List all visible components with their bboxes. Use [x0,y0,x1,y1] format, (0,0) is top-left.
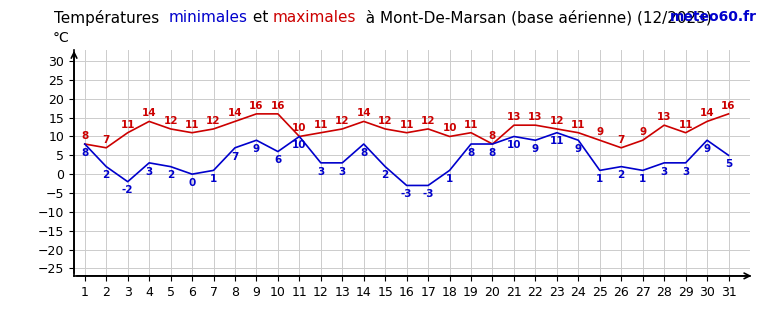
Text: 11: 11 [464,120,478,130]
Text: 10: 10 [442,124,457,133]
Text: 1: 1 [210,174,217,184]
Text: 1: 1 [596,174,604,184]
Text: 2: 2 [617,170,625,180]
Text: 8: 8 [81,148,89,158]
Text: 8: 8 [489,148,496,158]
Text: 12: 12 [549,116,564,126]
Text: 8: 8 [489,131,496,141]
Text: Températures: Températures [54,10,168,26]
Text: 7: 7 [617,135,625,145]
Text: 1: 1 [446,174,453,184]
Text: -2: -2 [122,186,133,196]
Text: 14: 14 [142,108,157,118]
Text: 11: 11 [679,120,693,130]
Text: 13: 13 [528,112,542,122]
Text: 7: 7 [103,135,110,145]
Text: 14: 14 [700,108,715,118]
Text: 9: 9 [704,144,711,154]
Text: 16: 16 [721,101,736,111]
Text: 10: 10 [506,140,521,150]
Text: 11: 11 [185,120,200,130]
Text: 2: 2 [167,170,174,180]
Text: 11: 11 [549,137,564,147]
Text: 12: 12 [335,116,350,126]
Text: maximales: maximales [273,10,356,25]
Text: 12: 12 [207,116,221,126]
Text: 11: 11 [571,120,585,130]
Text: 1: 1 [639,174,646,184]
Text: 8: 8 [360,148,367,158]
Text: 16: 16 [249,101,264,111]
Text: 11: 11 [399,120,414,130]
Text: 2: 2 [103,170,110,180]
Text: 3: 3 [660,167,668,177]
Text: 16: 16 [271,101,285,111]
Text: 7: 7 [231,152,239,162]
Text: 8: 8 [81,131,89,141]
Text: meteo60.fr: meteo60.fr [670,10,757,24]
Text: à Mont-De-Marsan (base aérienne) (12/2023): à Mont-De-Marsan (base aérienne) (12/202… [356,10,712,25]
Text: 0: 0 [188,178,196,188]
Text: 3: 3 [317,167,324,177]
Text: 10: 10 [292,140,307,150]
Text: 12: 12 [164,116,177,126]
Text: 13: 13 [657,112,672,122]
Text: 14: 14 [228,108,243,118]
Text: 9: 9 [596,127,604,137]
Text: 10: 10 [292,124,307,133]
Text: 14: 14 [356,108,371,118]
Text: 9: 9 [639,127,646,137]
Text: 11: 11 [120,120,135,130]
Text: 12: 12 [378,116,392,126]
Text: 9: 9 [575,144,582,154]
Text: 12: 12 [421,116,435,126]
Text: 2: 2 [382,170,389,180]
Text: -3: -3 [422,189,434,199]
Text: 13: 13 [506,112,521,122]
Y-axis label: °C: °C [52,31,69,45]
Text: 9: 9 [253,144,260,154]
Text: 8: 8 [467,148,474,158]
Text: 6: 6 [275,155,282,165]
Text: 11: 11 [314,120,328,130]
Text: -3: -3 [401,189,412,199]
Text: minimales: minimales [168,10,248,25]
Text: 5: 5 [725,159,732,169]
Text: 3: 3 [145,167,153,177]
Text: et: et [248,10,273,25]
Text: 9: 9 [532,144,539,154]
Text: 3: 3 [339,167,346,177]
Text: 3: 3 [682,167,689,177]
